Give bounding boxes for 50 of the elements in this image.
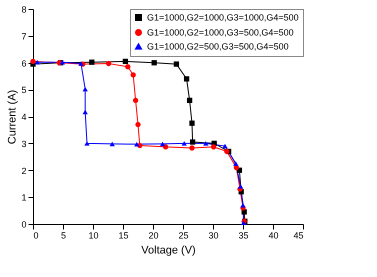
point	[186, 98, 192, 104]
point	[132, 98, 138, 104]
point	[240, 202, 246, 208]
x-tick-label: 5	[60, 230, 66, 240]
point	[233, 161, 238, 166]
point	[34, 60, 40, 65]
y-tick-label: 7	[21, 31, 26, 42]
x-tick-label: 15	[118, 230, 129, 240]
y-tick-label: 6	[21, 58, 26, 68]
x-tick-label: 25	[178, 230, 189, 240]
point	[106, 60, 112, 66]
point	[238, 184, 244, 189]
y-tick-label: 5	[21, 85, 26, 96]
point	[134, 142, 140, 146]
x-tick-label: 40	[268, 230, 279, 240]
legend-label: G1=1000,G2=1000,G3=1000,G4=500	[147, 12, 299, 22]
y-tick-label: 4	[21, 112, 26, 122]
point	[82, 110, 88, 114]
point	[89, 60, 94, 65]
point	[135, 122, 141, 128]
legend-label: G1=1000,G2=500,G3=500,G4=500	[147, 42, 289, 52]
legend-label: G1=1000,G2=1000,G3=500,G4=500	[147, 28, 294, 38]
point	[189, 145, 195, 151]
x-tick-label: 30	[208, 230, 219, 240]
point	[184, 76, 190, 82]
x-tick-label: 0	[34, 230, 39, 240]
point	[125, 64, 130, 70]
y-axis-title: Current (A)	[6, 90, 18, 144]
point	[222, 144, 228, 148]
point	[162, 144, 168, 150]
x-tick-label: 20	[148, 230, 159, 240]
point	[160, 142, 166, 146]
point	[182, 141, 187, 146]
y-tick-label: 3	[21, 138, 26, 149]
point	[152, 60, 157, 66]
x-tick-label: 35	[238, 230, 249, 240]
x-tick-label: 10	[88, 230, 99, 240]
point	[84, 141, 90, 146]
point	[189, 120, 195, 126]
point	[130, 72, 136, 78]
y-tick-label: 8	[21, 4, 26, 14]
y-tick-label: 2	[21, 166, 26, 176]
x-axis-title: Voltage (V)	[141, 244, 196, 256]
point	[110, 142, 115, 146]
point	[210, 144, 216, 150]
point	[82, 86, 88, 92]
point	[203, 141, 208, 146]
x-tick-label: 45	[293, 230, 304, 240]
y-tick-label: 1	[21, 192, 26, 203]
y-tick-label: 0	[21, 220, 26, 230]
